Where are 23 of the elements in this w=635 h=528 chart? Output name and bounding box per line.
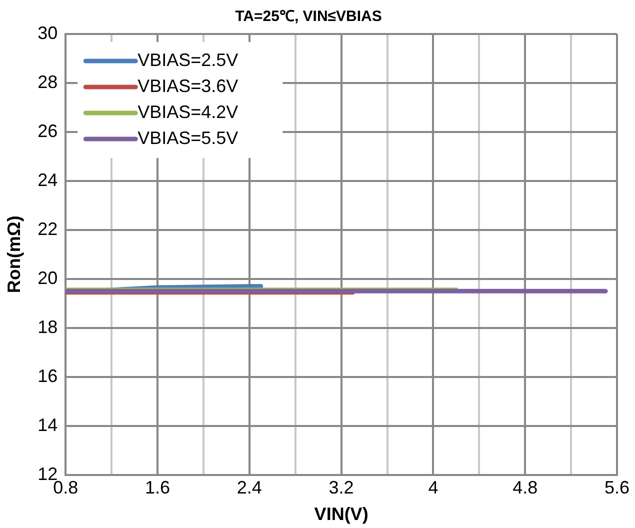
y-tick-label: 14 <box>38 414 58 435</box>
x-tick-label: 5.6 <box>604 478 630 498</box>
chart-title: TA=25℃, VIN≤VBIAS <box>235 8 382 26</box>
y-tick-label: 16 <box>38 366 58 386</box>
y-tick-label: 20 <box>38 268 58 288</box>
x-tick-label: 2.4 <box>236 478 262 498</box>
y-tick-label: 30 <box>38 22 58 43</box>
y-tick-label: 26 <box>38 120 58 141</box>
legend-label: VBIAS=4.2V <box>138 102 238 122</box>
y-tick-label: 24 <box>38 170 58 190</box>
x-tick-label: 4.8 <box>512 478 538 498</box>
y-axis-title: Ron(mΩ) <box>4 216 24 294</box>
x-axis-title: VIN(V) <box>314 504 368 524</box>
legend-label: VBIAS=3.6V <box>138 76 238 96</box>
y-tick-label: 18 <box>38 316 58 337</box>
legend-label: VBIAS=2.5V <box>138 50 238 70</box>
x-tick-label: 0.8 <box>53 478 78 498</box>
x-tick-label: 3.2 <box>328 478 354 498</box>
x-tick-label: 1.6 <box>145 478 170 498</box>
legend-label: VBIAS=5.5V <box>138 128 238 148</box>
y-tick-label: 28 <box>38 72 58 92</box>
x-tick-label: 4 <box>428 478 438 498</box>
y-tick-label: 22 <box>38 218 58 239</box>
